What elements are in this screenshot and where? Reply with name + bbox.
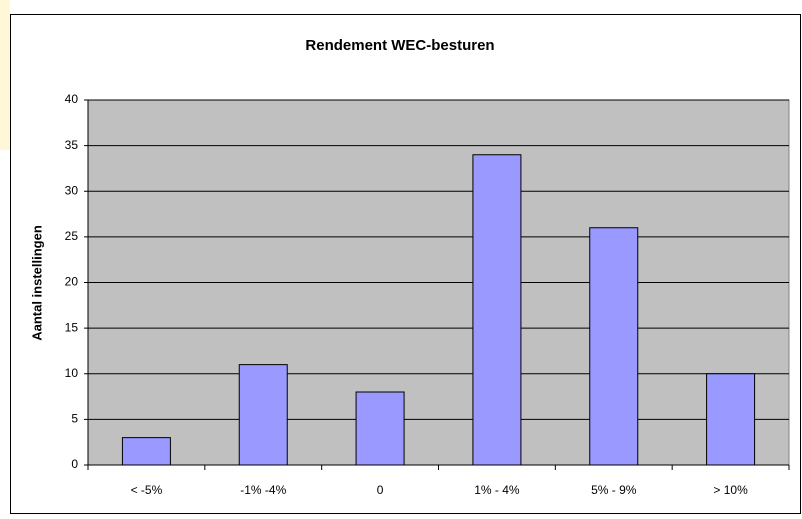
x-tick-label: > 10% bbox=[713, 483, 748, 497]
bar bbox=[472, 154, 522, 466]
bar bbox=[121, 437, 171, 466]
bar bbox=[589, 227, 639, 466]
bar bbox=[238, 364, 288, 466]
x-tick-label: 0 bbox=[377, 483, 384, 497]
x-tick-label: < -5% bbox=[131, 483, 163, 497]
y-tick-label: 30 bbox=[65, 183, 79, 197]
y-tick-label: 25 bbox=[65, 229, 79, 243]
y-tick-label: 10 bbox=[65, 366, 79, 380]
y-tick-label: 35 bbox=[65, 138, 79, 152]
y-axis-label: Aantal instellingen bbox=[29, 225, 44, 341]
y-tick-label: 5 bbox=[71, 412, 78, 426]
chart-title: Rendement WEC-besturen bbox=[305, 37, 494, 54]
x-tick-label: 5% - 9% bbox=[591, 483, 637, 497]
y-tick-label: 15 bbox=[65, 320, 79, 334]
bar bbox=[355, 391, 405, 466]
side-strip bbox=[0, 0, 10, 150]
x-tick-label: 1% - 4% bbox=[474, 483, 520, 497]
y-tick-label: 40 bbox=[65, 92, 79, 106]
y-tick-label: 0 bbox=[71, 457, 78, 471]
x-tick-label: -1% -4% bbox=[240, 483, 286, 497]
y-tick-label: 20 bbox=[65, 275, 79, 289]
bar bbox=[706, 373, 756, 466]
